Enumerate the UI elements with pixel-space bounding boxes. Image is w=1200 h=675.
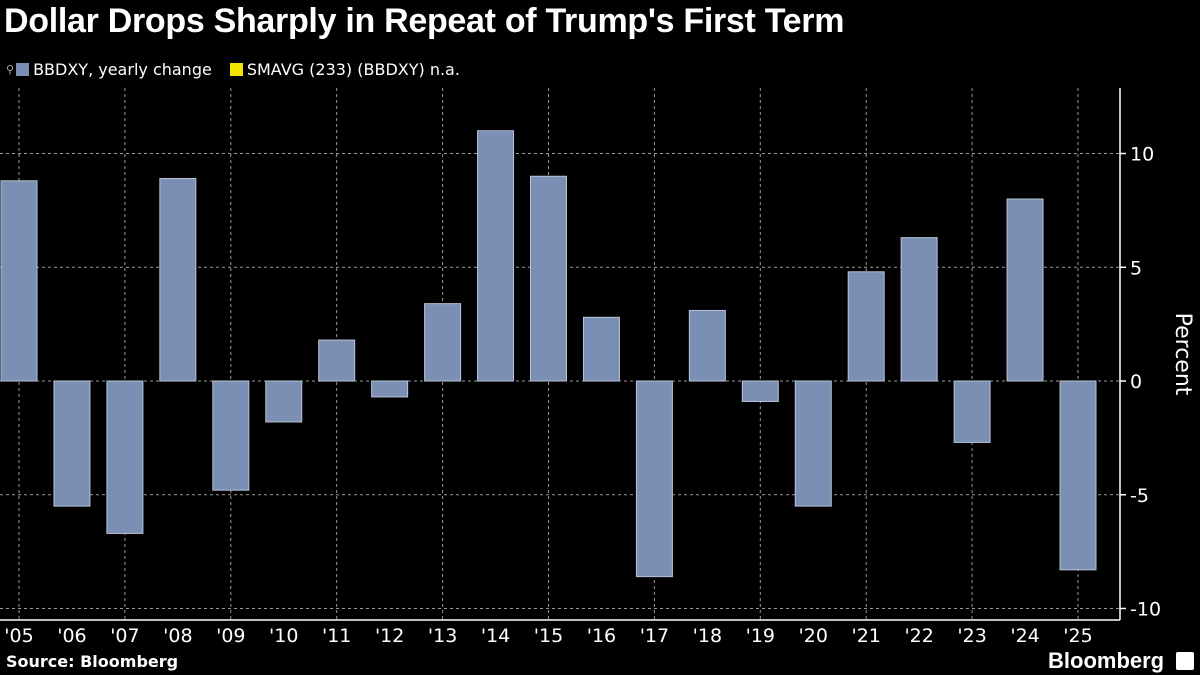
bar-14 (477, 130, 515, 382)
x-tick-label: '05 (4, 625, 33, 647)
bar-24 (1006, 198, 1044, 382)
bar-17 (635, 380, 673, 578)
x-tick-label: '19 (746, 625, 775, 647)
legend-label-smavg: SMAVG (233) (BBDXY) n.a. (246, 60, 460, 79)
x-tick-label: '10 (269, 625, 298, 647)
x-tick-label: '13 (428, 625, 457, 647)
y-tick-label: 0 (1130, 371, 1142, 393)
bar-25 (1059, 380, 1097, 571)
y-tick-label: -5 (1130, 485, 1149, 507)
bloomberg-chart-icon (1176, 652, 1195, 670)
bar-19 (741, 380, 779, 402)
x-tick-label: '08 (163, 625, 192, 647)
x-tick-label: '21 (851, 625, 880, 647)
bar-22 (900, 237, 938, 382)
legend-swatch-bbdxy (16, 63, 30, 76)
bar-21 (847, 271, 885, 382)
source-note: Source: Bloomberg (6, 652, 179, 671)
x-tick-label: '20 (799, 625, 828, 647)
bar-16 (582, 316, 620, 382)
bar-11 (318, 339, 356, 382)
chart-title: Dollar Drops Sharply in Repeat of Trump'… (4, 2, 845, 40)
x-tick-label: '14 (481, 625, 510, 647)
bar-07 (106, 380, 144, 534)
y-tick-label: 5 (1130, 257, 1142, 279)
y-tick-label: -10 (1130, 599, 1161, 621)
x-tick-label: '18 (693, 625, 722, 647)
legend: ⚲ BBDXY, yearly change SMAVG (233) (BBDX… (6, 60, 478, 79)
legend-item-smavg: SMAVG (233) (BBDXY) n.a. (229, 60, 460, 79)
x-tick-label: '09 (216, 625, 245, 647)
y-axis-label: Percent (1170, 313, 1195, 396)
x-tick-label: '11 (322, 625, 351, 647)
bar-13 (424, 303, 462, 382)
x-tick-label: '22 (904, 625, 933, 647)
x-tick-label: '24 (1010, 625, 1039, 647)
x-tick-label: '17 (640, 625, 669, 647)
bar-09 (212, 380, 250, 491)
x-tick-label: '25 (1063, 625, 1092, 647)
legend-pin-icon: ⚲ (6, 63, 15, 76)
y-tick-label: 10 (1130, 144, 1154, 166)
bar-15 (530, 175, 567, 382)
bar-20 (794, 380, 832, 507)
bar-10 (265, 380, 303, 423)
x-tick-label: '12 (375, 625, 404, 647)
legend-swatch-smavg (229, 63, 243, 76)
bar-12 (371, 380, 409, 398)
x-tick-label: '07 (110, 625, 139, 647)
legend-item-bbdxy: BBDXY, yearly change (16, 60, 212, 79)
x-tick-label: '23 (957, 625, 986, 647)
bar-08 (159, 178, 197, 382)
x-tick-label: '06 (57, 625, 86, 647)
brand-text: Bloomberg (1048, 648, 1165, 673)
legend-label-bbdxy: BBDXY, yearly change (33, 60, 212, 79)
x-tick-label: '15 (534, 625, 563, 647)
bloomberg-logo: Bloomberg (1048, 648, 1195, 674)
bar-06 (53, 380, 91, 507)
bar-23 (953, 380, 991, 443)
bar-18 (688, 309, 726, 382)
bar-05 (0, 180, 38, 382)
x-tick-label: '16 (587, 625, 616, 647)
